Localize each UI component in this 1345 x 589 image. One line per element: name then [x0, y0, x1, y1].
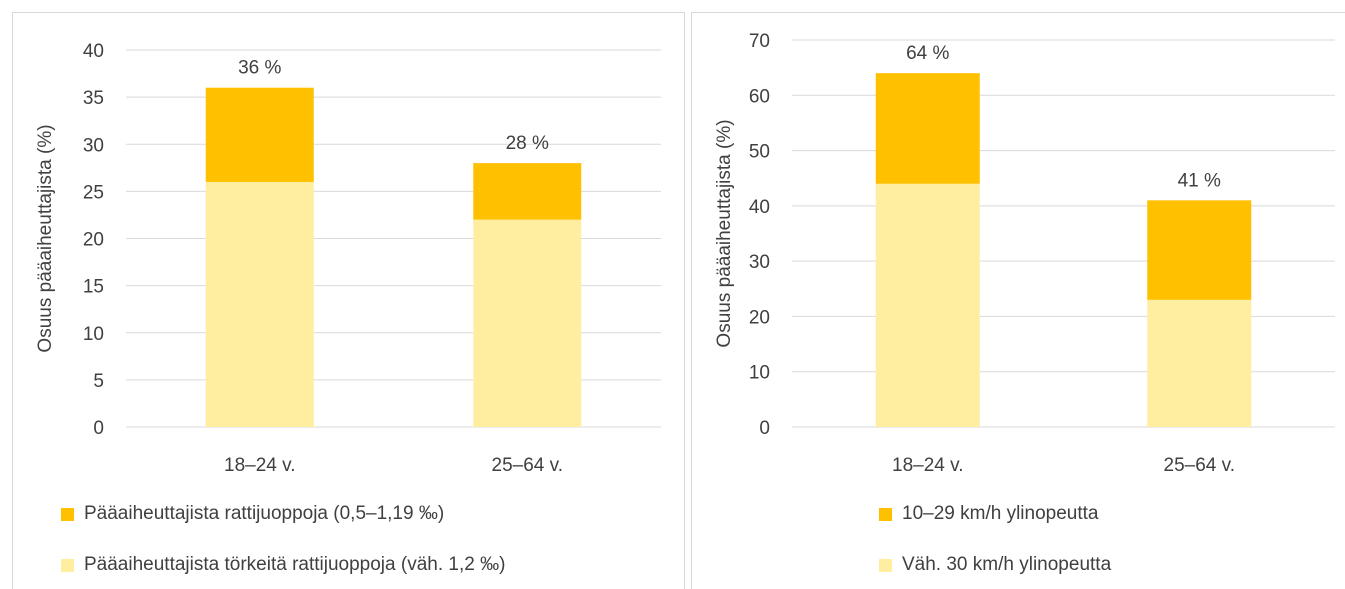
legend-item: Pääaiheuttajista rattijuoppoja (0,5–1,19… — [61, 503, 444, 525]
legend-item: 10–29 km/h ylinopeutta — [879, 503, 1098, 525]
y-tick-label: 30 — [83, 135, 104, 156]
legend-swatch — [61, 507, 74, 521]
legend-label: Väh. 30 km/h ylinopeutta — [902, 554, 1112, 575]
bar-segment — [1147, 200, 1252, 300]
data-label: 64 % — [906, 43, 949, 64]
legend-swatch — [879, 558, 892, 572]
y-tick-label: 30 — [749, 252, 770, 273]
y-tick-label: 10 — [749, 363, 770, 384]
legend-label: Pääaiheuttajista rattijuoppoja (0,5–1,19… — [84, 503, 445, 524]
bar-segment — [205, 87, 314, 182]
y-tick-label: 35 — [83, 88, 104, 109]
legend-label: Pääaiheuttajista törkeitä rattijuoppoja … — [84, 554, 506, 575]
bar-segment — [473, 219, 582, 427]
bar-segment — [875, 183, 980, 427]
y-tick-label: 50 — [749, 142, 770, 163]
legend-label: 10–29 km/h ylinopeutta — [902, 503, 1099, 524]
x-tick-label: 18–24 v. — [892, 455, 963, 476]
y-tick-label: 0 — [759, 418, 770, 439]
y-tick-label: 40 — [749, 197, 770, 218]
bar-segment — [473, 163, 582, 220]
x-tick-label: 25–64 v. — [492, 455, 563, 476]
chart-speeding: 0 10 20 30 40 50 60 70 Osuus pääaiheuttajista (%… — [714, 31, 1335, 476]
legend-item: Väh. 30 km/h ylinopeutta — [879, 554, 1111, 576]
chart-drunk-driving: 0 5 10 15 20 25 30 35 40 Osuus pääaiheuttajista (… — [35, 41, 661, 476]
y-tick-label: 60 — [749, 86, 770, 107]
y-axis-title: Osuus pääaiheuttajista (%) — [714, 119, 735, 347]
bar-segment — [1147, 299, 1252, 427]
y-tick-label: 20 — [749, 307, 770, 328]
y-axis-title: Osuus pääaiheuttajista (%) — [35, 124, 56, 352]
chart-panel-drunk-driving: 0 5 10 15 20 25 30 35 40 Osuus pääaiheuttajista (… — [12, 12, 685, 589]
bar-segment — [205, 181, 314, 427]
y-tick-label: 10 — [83, 324, 104, 345]
x-tick-label: 18–24 v. — [224, 455, 295, 476]
legend-item: Pääaiheuttajista törkeitä rattijuoppoja … — [61, 554, 505, 576]
data-label: 36 % — [238, 58, 281, 79]
bar-segment — [875, 73, 980, 184]
y-tick-label: 40 — [83, 41, 104, 62]
y-tick-label: 20 — [83, 230, 104, 251]
y-tick-label: 25 — [83, 182, 104, 203]
legend-swatch — [61, 558, 74, 572]
y-tick-label: 70 — [749, 31, 770, 52]
legend-swatch — [879, 507, 892, 521]
x-tick-label: 25–64 v. — [1164, 455, 1235, 476]
data-label: 41 % — [1178, 170, 1221, 191]
y-tick-label: 15 — [83, 277, 104, 298]
y-tick-label: 5 — [93, 371, 104, 392]
data-label: 28 % — [506, 133, 549, 154]
y-tick-label: 0 — [93, 418, 104, 439]
chart-panel-speeding: 0 10 20 30 40 50 60 70 Osuus pääaiheuttajista (%… — [691, 12, 1345, 589]
